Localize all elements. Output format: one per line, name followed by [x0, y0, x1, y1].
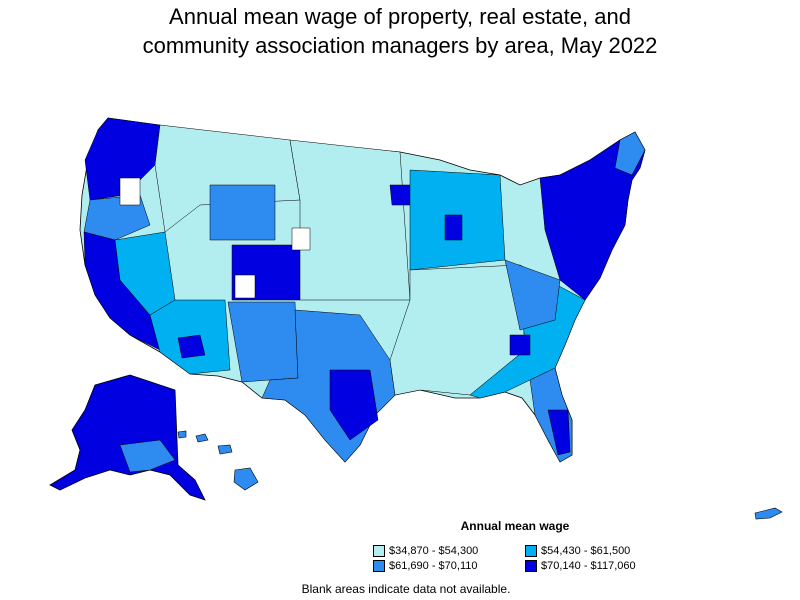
region-phoenix — [177, 334, 206, 359]
region-great-plains — [289, 139, 411, 301]
map-title-line-1: Annual mean wage of property, real estat… — [169, 4, 631, 29]
region-atlanta — [509, 334, 531, 356]
legend-swatch-2 — [525, 545, 537, 557]
puerto-rico — [754, 507, 783, 520]
footnote: Blank areas indicate data not available. — [301, 582, 511, 596]
legend-swatch-1 — [373, 545, 385, 557]
legend-label-4: $70,140 - $117,060 — [541, 560, 636, 572]
map-title-line-2: community association managers by area, … — [142, 33, 658, 58]
region-texas-metros — [329, 369, 379, 441]
legend-swatch-4 — [525, 560, 537, 572]
legend-item-1: $34,870 - $54,300 — [373, 544, 478, 558]
alaska — [49, 374, 206, 501]
hawaii — [177, 430, 259, 491]
region-fills — [83, 117, 646, 463]
hawaii-island-oahu — [195, 433, 209, 443]
region-chicago — [444, 214, 463, 241]
map-title: Annual mean wage of property, real estat… — [0, 2, 800, 60]
legend-item-2: $54,430 - $61,500 — [525, 544, 630, 558]
region-maine — [614, 131, 646, 176]
legend-label-2: $54,430 - $61,500 — [541, 545, 631, 557]
region-florida-metros — [547, 409, 571, 456]
hawaii-island-maui — [217, 444, 233, 455]
hawaii-island-big — [233, 467, 259, 491]
blank-area-nevada — [119, 177, 141, 206]
legend-title: Annual mean wage — [460, 519, 570, 533]
region-appalachia — [504, 259, 561, 331]
legend-label-3: $61,690 - $70,110 — [389, 560, 478, 572]
hawaii-island-kauai — [177, 430, 187, 439]
legend-item-4: $70,140 - $117,060 — [525, 559, 636, 573]
alaska-south-region — [119, 439, 176, 473]
region-wyoming — [209, 184, 276, 241]
legend-item-3: $61,690 - $70,110 — [373, 559, 477, 573]
region-northeast — [539, 131, 646, 301]
blank-area-wyoming — [291, 227, 311, 251]
legend-swatch-3 — [373, 560, 385, 572]
region-minnesota-metro — [389, 184, 413, 206]
legend-label-1: $34,870 - $54,300 — [389, 545, 479, 557]
blank-area-colorado — [234, 274, 256, 299]
